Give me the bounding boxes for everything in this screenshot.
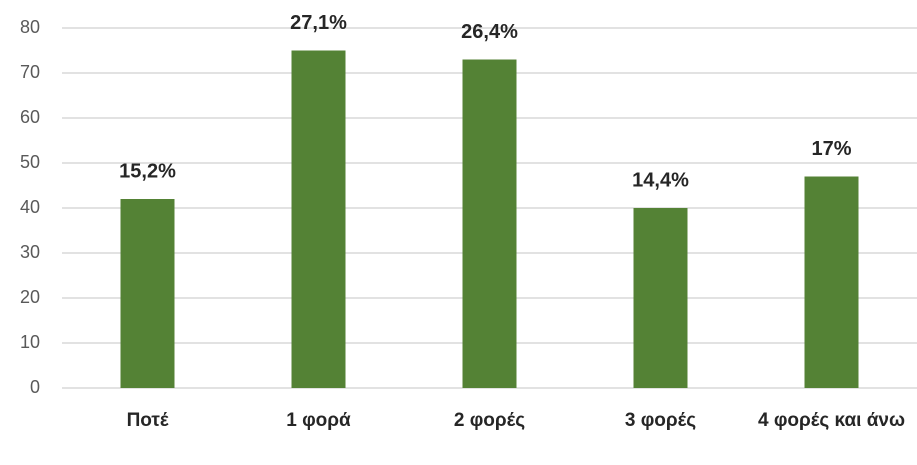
x-tick-label: 2 φορές	[453, 410, 526, 431]
data-label: 27,1%	[290, 12, 347, 34]
y-tick-label: 70	[20, 62, 40, 82]
bar	[291, 50, 346, 388]
x-tick-label: Ποτέ	[126, 410, 169, 431]
bar	[633, 208, 688, 388]
x-tick-label: 3 φορές	[624, 410, 697, 431]
x-tick-label: 4 φορές και άνω	[757, 410, 906, 431]
bar	[120, 199, 175, 388]
y-tick-label: 30	[20, 242, 40, 262]
bar	[804, 176, 859, 388]
data-label: 17%	[811, 138, 851, 160]
bar	[462, 59, 517, 388]
y-tick-label: 10	[20, 332, 40, 352]
data-label: 15,2%	[119, 160, 176, 182]
y-tick-label: 60	[20, 107, 40, 127]
data-label: 14,4%	[632, 169, 689, 191]
y-tick-label: 0	[30, 377, 40, 397]
y-tick-label: 50	[20, 152, 40, 172]
data-label: 26,4%	[461, 21, 518, 43]
y-tick-label: 80	[20, 17, 40, 37]
x-tick-label: 1 φορά	[286, 410, 351, 431]
y-tick-label: 40	[20, 197, 40, 217]
y-tick-label: 20	[20, 287, 40, 307]
